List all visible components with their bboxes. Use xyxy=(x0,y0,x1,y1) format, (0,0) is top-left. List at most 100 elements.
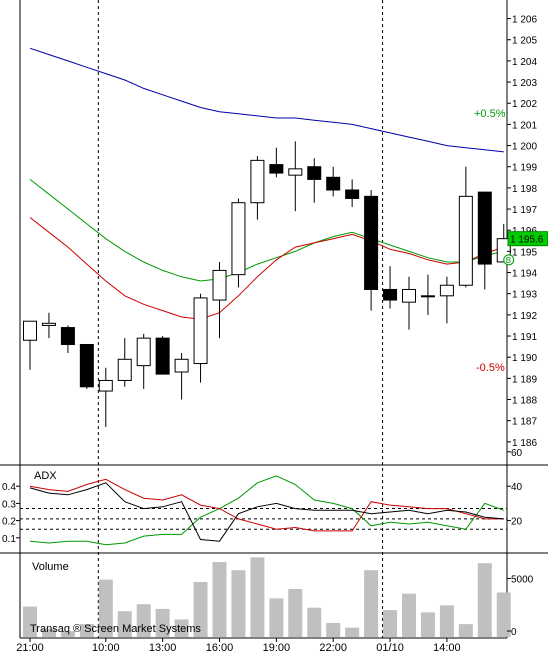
candle-body-15 xyxy=(307,166,322,180)
volume-bar-0 xyxy=(23,606,37,637)
candle-body-16 xyxy=(326,176,341,191)
price-tick-label-16: 1 202 xyxy=(512,99,537,110)
price-tick-label-4: 1 190 xyxy=(512,353,537,364)
volume-bar-17 xyxy=(345,627,360,637)
candle-body-18 xyxy=(364,195,379,290)
candle-body-8 xyxy=(174,358,189,373)
volume-bar-20 xyxy=(402,593,416,637)
ma-mid-line xyxy=(29,179,504,282)
price-tick-label-3: 1 189 xyxy=(512,374,537,385)
price-tick-label-20: 1 206 xyxy=(512,15,537,26)
candle-body-2 xyxy=(60,327,75,345)
volume-bar-6 xyxy=(136,604,151,637)
adx-left-tick-label-2: 0.3 xyxy=(2,499,16,510)
volume-bar-8 xyxy=(174,619,189,637)
x-tick-label-1: 10:00 xyxy=(92,642,120,652)
candle-body-3 xyxy=(79,343,94,388)
candle-body-7 xyxy=(155,337,170,375)
candle-body-22 xyxy=(439,284,454,297)
x-tick-label-4: 19:00 xyxy=(263,642,291,652)
candle-body-0 xyxy=(23,320,37,341)
volume-bar-5 xyxy=(117,611,132,637)
candle-body-1 xyxy=(41,322,56,326)
volume-bar-18 xyxy=(364,570,379,637)
adx-left-tick-label-3: 0.4 xyxy=(2,482,16,493)
volume-bar-21 xyxy=(420,612,435,637)
volume-bar-12 xyxy=(250,557,265,637)
candle-body-4 xyxy=(98,379,113,392)
price-tick-label-18: 1 204 xyxy=(512,57,537,68)
candle-body-5 xyxy=(117,358,132,381)
adx-right-tick-label-0: 20 xyxy=(511,517,523,528)
volume-bar-19 xyxy=(383,610,398,637)
ma-slow-line xyxy=(29,47,504,153)
x-tick-label-7: 14:00 xyxy=(433,642,461,652)
price-tick-label-2: 1 188 xyxy=(512,396,537,407)
volume-bar-22 xyxy=(439,605,454,637)
candle-body-20 xyxy=(402,288,416,303)
x-tick-label-5: 22:00 xyxy=(319,642,347,652)
price-tick-label-8: 1 194 xyxy=(512,269,537,280)
price-tick-label-9: 1 195 xyxy=(512,247,537,258)
volume-tick-label-1: 5000 xyxy=(511,574,534,585)
volume-tick-label-0: 0 xyxy=(511,627,517,638)
last-price-label: 1 195.6 xyxy=(510,235,544,246)
x-tick-label-3: 16:00 xyxy=(206,642,234,652)
adx-plus-di-line xyxy=(29,475,504,546)
volume-bar-11 xyxy=(231,570,246,637)
watermark: Transaq ® Screen Market Systems xyxy=(30,623,201,635)
candle-body-19 xyxy=(383,288,398,301)
candle-body-23 xyxy=(458,195,473,286)
volume-bar-2 xyxy=(60,631,75,637)
x-tick-label-6: 01/10 xyxy=(376,642,404,652)
price-tick-label-13: 1 199 xyxy=(512,163,537,174)
candle-body-13 xyxy=(269,164,284,174)
volume-bar-13 xyxy=(269,598,284,637)
volume-bar-7 xyxy=(155,608,170,637)
volume-bar-9 xyxy=(193,581,208,637)
volume-bar-1 xyxy=(41,628,56,637)
price-tick-label-7: 1 193 xyxy=(512,290,537,301)
candle-body-9 xyxy=(193,297,208,365)
adx-line xyxy=(29,482,504,542)
x-tick-label-2: 13:00 xyxy=(149,642,177,652)
signal-marker xyxy=(503,254,515,266)
price-tick-label-5: 1 191 xyxy=(512,332,537,343)
volume-bar-10 xyxy=(212,562,227,637)
candle-body-11 xyxy=(231,202,246,276)
candle-body-24 xyxy=(477,191,492,265)
volume-bar-24 xyxy=(477,563,492,637)
candle-body-21 xyxy=(420,295,435,298)
volume-bar-3 xyxy=(79,624,94,637)
ma-fast-line xyxy=(29,217,504,320)
candle-body-6 xyxy=(136,337,151,367)
volume-bar-23 xyxy=(458,624,473,637)
candle-body-10 xyxy=(212,269,227,301)
price-tick-label-0: 1 186 xyxy=(512,438,537,449)
adx-left-tick-label-0: 0.1 xyxy=(2,534,16,545)
price-tick-label-6: 1 192 xyxy=(512,311,537,322)
volume-bar-4 xyxy=(98,579,113,637)
x-tick-label-0: 21:00 xyxy=(16,642,44,652)
adx-left-tick-label-1: 0.2 xyxy=(2,517,16,528)
volume-bar-15 xyxy=(307,607,322,637)
plus-percent-label: +0.5% xyxy=(474,108,506,120)
candle-body-17 xyxy=(345,189,360,199)
volume-bar-16 xyxy=(326,622,341,637)
volume-bar-25 xyxy=(496,592,511,637)
candle-body-14 xyxy=(288,168,303,176)
price-tick-label-17: 1 203 xyxy=(512,78,537,89)
signal-marker-label: B xyxy=(506,256,511,265)
price-tick-label-1: 1 187 xyxy=(512,417,537,428)
adx-title: ADX xyxy=(34,470,57,482)
price-tick-label-15: 1 201 xyxy=(512,120,537,131)
adx-right-tick-label-2: 60 xyxy=(511,448,523,459)
adx-minus-di-line xyxy=(29,478,504,532)
minus-percent-label: -0.5% xyxy=(476,362,505,374)
price-tick-label-12: 1 198 xyxy=(512,184,537,195)
candle-body-12 xyxy=(250,159,265,204)
price-tick-label-19: 1 205 xyxy=(512,36,537,47)
price-tick-label-14: 1 200 xyxy=(512,142,537,153)
